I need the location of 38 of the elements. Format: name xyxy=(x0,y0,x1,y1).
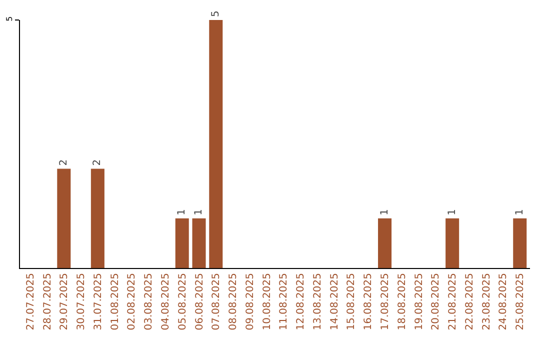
x-tick-label: 21.08.2025 xyxy=(448,273,459,330)
x-tick-label: 30.07.2025 xyxy=(76,273,88,330)
x-tick-label: 18.08.2025 xyxy=(396,273,408,330)
x-tick-label: 27.07.2025 xyxy=(25,273,36,330)
data-label: 1 xyxy=(446,209,458,216)
x-tick-label: 17.08.2025 xyxy=(380,273,392,330)
data-label: 1 xyxy=(176,209,188,216)
x-tick-label: 05.08.2025 xyxy=(177,273,188,330)
x-tick-label: 15.08.2025 xyxy=(346,273,358,330)
x-tick-label: 07.08.2025 xyxy=(211,273,222,330)
x-tick-label: 28.07.2025 xyxy=(42,273,54,330)
x-tick-label: 23.08.2025 xyxy=(481,273,492,330)
x-tick-label: 19.08.2025 xyxy=(414,273,425,330)
x-tick-label: 31.07.2025 xyxy=(92,273,104,330)
x-tick-label: 16.08.2025 xyxy=(363,273,374,330)
data-label: 2 xyxy=(92,159,104,166)
x-tick-label: 06.08.2025 xyxy=(194,273,206,330)
x-tick-label: 24.08.2025 xyxy=(498,273,510,330)
x-tick-label: 29.07.2025 xyxy=(59,273,70,330)
x-tick-label: 25.08.2025 xyxy=(515,273,526,330)
x-tick-label: 02.08.2025 xyxy=(126,273,138,330)
data-label: 1 xyxy=(379,209,390,216)
x-tick-label: 08.08.2025 xyxy=(228,273,240,330)
x-tick-label: 20.08.2025 xyxy=(430,273,442,330)
data-label: 5 xyxy=(210,10,222,17)
x-tick-label: 10.08.2025 xyxy=(262,273,273,330)
x-tick-label: 04.08.2025 xyxy=(160,273,172,330)
x-tick-label: 03.08.2025 xyxy=(144,273,155,330)
x-tick-label: 12.08.2025 xyxy=(296,273,307,330)
x-tick-label: 14.08.2025 xyxy=(329,273,340,330)
x-tick-label: 09.08.2025 xyxy=(244,273,256,330)
data-label: 1 xyxy=(514,209,526,216)
data-label: 1 xyxy=(194,209,205,216)
data-label: 2 xyxy=(58,159,70,166)
x-tick-label: 01.08.2025 xyxy=(110,273,121,330)
x-tick-label: 22.08.2025 xyxy=(464,273,476,330)
x-tick-label: 11.08.2025 xyxy=(278,273,290,330)
x-tick-label: 13.08.2025 xyxy=(312,273,324,330)
